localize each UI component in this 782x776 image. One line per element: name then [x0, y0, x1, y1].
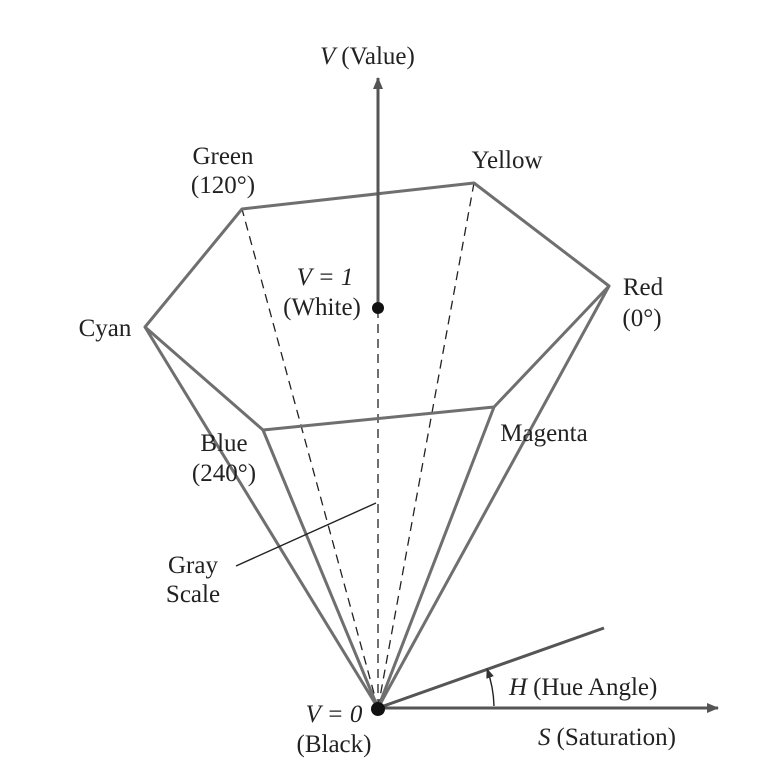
- value-axis-label: V (Value): [320, 43, 415, 70]
- black-label: (Black): [297, 731, 372, 758]
- gray-scale-label-line1: Gray: [168, 552, 218, 579]
- cone-edge-blue: [261, 429, 380, 709]
- hue-angle-arc: [486, 668, 495, 707]
- cone-edge-red: [376, 285, 611, 709]
- hidden-edge-yellow: [377, 182, 475, 709]
- yellow-label: Yellow: [471, 147, 542, 174]
- cone-edge-magenta: [376, 406, 496, 709]
- black-point: [371, 702, 385, 716]
- white-value-label: V = 1: [297, 264, 354, 291]
- green-angle: (120°): [191, 172, 255, 199]
- red-angle: (0°): [622, 305, 661, 332]
- red-label: Red: [623, 274, 664, 301]
- blue-angle: (240°): [192, 460, 256, 487]
- white-point: [372, 302, 384, 314]
- saturation-axis-label: S (Saturation): [538, 724, 676, 751]
- blue-label: Blue: [200, 430, 247, 457]
- white-label: (White): [283, 294, 361, 321]
- hue-reference-line: [377, 626, 605, 710]
- hue-axis-label: H (Hue Angle): [508, 674, 657, 701]
- gray-scale-leader: [235, 502, 377, 567]
- black-value-label: V = 0: [306, 701, 363, 728]
- hexagon-top-face: [143, 181, 611, 432]
- cyan-label: Cyan: [79, 315, 132, 342]
- cone-edge-cyan: [143, 326, 380, 709]
- gray-scale-label-line2: Scale: [166, 581, 220, 608]
- magenta-label: Magenta: [500, 420, 587, 447]
- green-label: Green: [192, 143, 254, 170]
- hidden-edge-green: [241, 208, 379, 709]
